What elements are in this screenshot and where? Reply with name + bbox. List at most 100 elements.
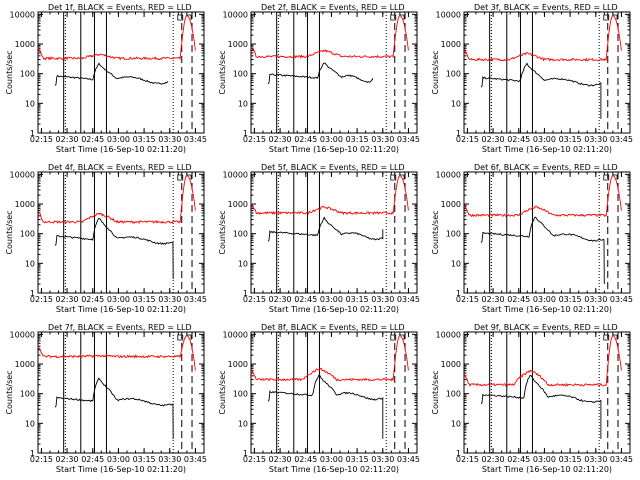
plot-frame (463, 331, 631, 454)
detector-panel: Det 6f, BLACK = Events, RED = LLD 1 10 100 1… (431, 163, 633, 314)
y-tick-label: 1 (243, 289, 248, 298)
y-axis-label: Counts/sec (5, 50, 14, 94)
panel-title: Det 5f, BLACK = Events, RED = LLD (261, 163, 405, 172)
x-tick-label: 02:30 (269, 295, 292, 304)
y-tick-label: 100 (233, 70, 248, 79)
x-tick-label: 03:45 (610, 455, 633, 464)
y-tick-label: 10 (25, 259, 35, 268)
flare-bracket-icon (390, 14, 397, 21)
y-tick-label: 1000 (441, 40, 461, 49)
detector-panel: Det 1f, BLACK = Events, RED = LLD 1 10 100 1… (5, 3, 207, 154)
flare-bracket-icon (186, 334, 192, 340)
x-tick-label: 03:45 (397, 295, 420, 304)
y-tick-label: 1 (243, 129, 248, 138)
x-tick-label: 02:45 (81, 135, 104, 144)
x-tick-label: 03:30 (584, 455, 607, 464)
x-tick-label: 02:15 (243, 455, 266, 464)
plot-frame (250, 331, 418, 454)
panel-title: Det 9f, BLACK = Events, RED = LLD (474, 323, 618, 332)
y-tick-label: 1 (456, 129, 461, 138)
x-tick-label: 03:00 (533, 295, 556, 304)
y-tick-label: 100 (20, 70, 35, 79)
x-axis-label: Start Time (16-Sep-10 02:11:20) (482, 465, 612, 474)
y-tick-label: 10 (451, 419, 461, 428)
panel-title: Det 7f, BLACK = Events, RED = LLD (48, 323, 192, 332)
x-tick-label: 03:00 (320, 455, 343, 464)
x-tick-label: 03:30 (158, 295, 181, 304)
panel-title: Det 3f, BLACK = Events, RED = LLD (474, 3, 618, 12)
events-series-line (54, 62, 169, 86)
x-tick-label: 03:15 (133, 295, 156, 304)
y-tick-label: 10 (451, 259, 461, 268)
y-tick-label: 100 (20, 230, 35, 239)
y-tick-label: 1 (30, 129, 35, 138)
y-tick-label: 100 (446, 70, 461, 79)
panel-title: Det 6f, BLACK = Events, RED = LLD (474, 163, 618, 172)
lld-series-line (37, 15, 196, 61)
x-tick-label: 02:30 (269, 455, 292, 464)
y-tick-label: 1 (243, 449, 248, 458)
x-axis-label: Start Time (16-Sep-10 02:11:20) (269, 465, 399, 474)
x-tick-label: 02:15 (243, 295, 266, 304)
x-tick-label: 03:00 (533, 455, 556, 464)
x-tick-label: 03:00 (320, 295, 343, 304)
events-series-line (267, 62, 373, 85)
x-tick-label: 03:30 (371, 295, 394, 304)
x-tick-label: 03:15 (559, 455, 582, 464)
detector-panel: Det 2f, BLACK = Events, RED = LLD 1 10 100 1… (218, 3, 420, 154)
y-tick-label: 10000 (10, 170, 35, 179)
flare-bracket-icon (177, 174, 184, 181)
x-tick-label: 03:30 (371, 135, 394, 144)
lld-series-line (37, 175, 196, 225)
lld-series-line (250, 15, 409, 59)
events-series-line (267, 374, 384, 439)
y-axis-label: Counts/sec (218, 50, 227, 94)
x-tick-label: 02:15 (243, 135, 266, 144)
panel-title: Det 1f, BLACK = Events, RED = LLD (48, 3, 192, 12)
y-tick-label: 100 (233, 230, 248, 239)
x-tick-label: 02:15 (30, 455, 53, 464)
events-series-line (54, 217, 174, 279)
x-tick-label: 02:15 (30, 295, 53, 304)
x-tick-label: 03:00 (107, 455, 130, 464)
flare-bracket-icon (390, 334, 397, 341)
x-tick-label: 02:15 (30, 135, 53, 144)
x-tick-label: 02:30 (269, 135, 292, 144)
y-tick-label: 1000 (228, 40, 248, 49)
x-tick-label: 02:45 (294, 295, 317, 304)
y-tick-label: 1000 (228, 360, 248, 369)
events-series-line (480, 374, 602, 439)
y-tick-label: 1000 (441, 200, 461, 209)
events-series-line (480, 62, 602, 119)
x-tick-label: 02:45 (81, 455, 104, 464)
detector-panel: Det 4f, BLACK = Events, RED = LLD 1 10 100 1… (5, 163, 207, 314)
x-tick-label: 03:45 (397, 135, 420, 144)
lld-series-line (463, 175, 622, 218)
y-tick-label: 10000 (223, 170, 248, 179)
y-tick-label: 10000 (223, 330, 248, 339)
x-tick-label: 03:45 (184, 455, 207, 464)
y-axis-label: Counts/sec (5, 210, 14, 254)
y-tick-label: 1000 (441, 360, 461, 369)
x-tick-label: 02:30 (482, 455, 505, 464)
flare-bracket-icon (612, 334, 618, 340)
y-tick-label: 1 (30, 289, 35, 298)
y-tick-label: 10 (238, 259, 248, 268)
x-tick-label: 02:30 (482, 135, 505, 144)
y-axis-label: Counts/sec (431, 370, 440, 414)
flare-bracket-icon (399, 174, 405, 180)
y-tick-label: 10 (25, 99, 35, 108)
x-axis-label: Start Time (16-Sep-10 02:11:20) (269, 305, 399, 314)
x-tick-label: 03:30 (371, 455, 394, 464)
detector-panel: Det 9f, BLACK = Events, RED = LLD 1 10 100 1… (431, 323, 633, 474)
x-tick-label: 03:15 (133, 135, 156, 144)
x-tick-label: 03:45 (184, 135, 207, 144)
y-axis-label: Counts/sec (218, 370, 227, 414)
x-tick-label: 02:45 (81, 295, 104, 304)
y-tick-label: 10000 (223, 10, 248, 19)
x-tick-label: 02:15 (456, 135, 479, 144)
y-tick-label: 1 (456, 449, 461, 458)
x-tick-label: 03:30 (158, 135, 181, 144)
x-tick-label: 03:45 (610, 295, 633, 304)
y-tick-label: 1000 (15, 200, 35, 209)
